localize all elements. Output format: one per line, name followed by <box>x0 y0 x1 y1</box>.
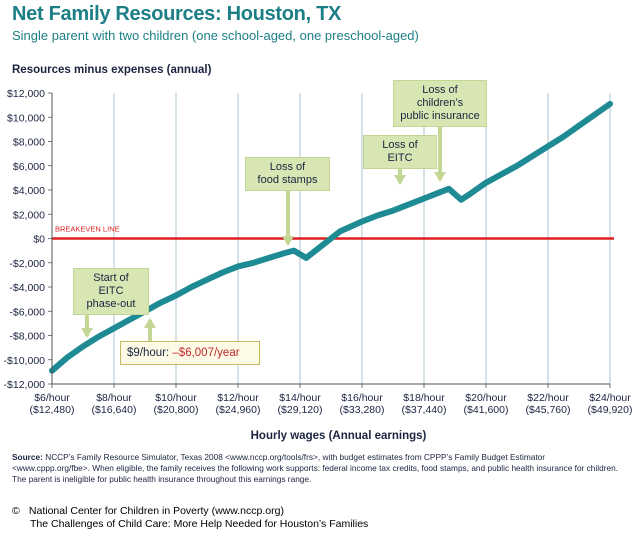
y-tick-label: -$8,000 <box>9 331 45 343</box>
footer: © National Center for Children in Povert… <box>12 505 368 531</box>
annotation-line: public insurance <box>400 110 480 122</box>
x-axis-label: Hourly wages (Annual earnings) <box>250 430 427 442</box>
x-tick-label: $16/hour <box>341 392 383 404</box>
x-tick-label: $8/hour <box>96 392 132 404</box>
x-tick-label: ($16,640) <box>92 404 137 416</box>
y-axis-label: Resources minus expenses (annual) <box>12 64 212 76</box>
x-tick-label: $12/hour <box>217 392 259 404</box>
x-tick-label: ($24,960) <box>216 404 261 416</box>
y-tick-label: $10,000 <box>7 112 45 124</box>
highlight-wage: $9/hour: <box>127 347 170 359</box>
y-tick-label: $0 <box>33 234 45 246</box>
arrow-food-stamps-head <box>282 236 294 246</box>
x-tick-label: $14/hour <box>279 392 321 404</box>
y-tick-label: $6,000 <box>13 161 45 173</box>
y-tick-label: -$2,000 <box>9 258 45 270</box>
y-tick-label: -$12,000 <box>4 379 46 391</box>
copyright-icon: © <box>12 505 20 517</box>
line-chart: $12,000 $10,000 $8,000 $6,000 $4,000 $2,000 $0… <box>4 88 633 416</box>
annotation-loss-eitc: Loss of EITC <box>363 135 437 169</box>
source-text: NCCP’s Family Resource Simulator, Texas … <box>12 452 618 484</box>
annotation-line: phase-out <box>86 298 136 310</box>
arrow-eitc-phase-out-head <box>81 328 93 338</box>
annotation-line: food stamps <box>257 174 318 186</box>
x-tick-label: $22/hour <box>527 392 569 404</box>
x-tick-label: ($49,920) <box>588 404 633 416</box>
x-tick-label: ($29,120) <box>278 404 323 416</box>
source-note: Source: NCCP’s Family Resource Simulator… <box>12 452 622 485</box>
annotation-line: Loss of children’s <box>416 84 464 109</box>
x-tick-label: ($37,440) <box>402 404 447 416</box>
x-tick-label: ($20,800) <box>154 404 199 416</box>
chart-subtitle: Single parent with two children (one sch… <box>12 28 419 43</box>
x-tick-label: $24/hour <box>589 392 631 404</box>
x-tick-label: $20/hour <box>465 392 507 404</box>
x-tick-label: ($41,600) <box>464 404 509 416</box>
highlight-value-box: $9/hour: –$6,007/year <box>120 341 260 365</box>
annotation-eitc-phase-out: Start of EITC phase-out <box>73 268 149 315</box>
x-tick-label: ($33,280) <box>340 404 385 416</box>
source-label: Source: <box>12 452 43 462</box>
y-tick-label: -$4,000 <box>9 282 45 294</box>
y-tick-label: $8,000 <box>13 137 45 149</box>
x-tick-label: $6/hour <box>34 392 70 404</box>
y-tick-label: $4,000 <box>13 185 45 197</box>
arrow-children-insurance-head <box>434 172 446 182</box>
arrow-highlight-head <box>144 318 156 328</box>
footer-line-1: National Center for Children in Poverty … <box>28 505 284 517</box>
chart-title: Net Family Resources: Houston, TX <box>12 3 342 25</box>
x-tick-label: ($45,760) <box>526 404 571 416</box>
annotation-line: Loss of <box>269 161 306 173</box>
footer-line-2: The Challenges of Child Care: More Help … <box>30 518 369 530</box>
x-tick-label: ($12,480) <box>30 404 75 416</box>
x-tick-label: $18/hour <box>403 392 445 404</box>
annotation-line: Start of EITC <box>93 272 129 297</box>
y-tick-label: -$6,000 <box>9 306 45 318</box>
y-tick-label: $2,000 <box>13 209 45 221</box>
annotation-loss-children-insurance: Loss of children’s public insurance <box>393 80 487 127</box>
annotation-loss-food-stamps: Loss of food stamps <box>245 157 330 191</box>
y-tick-label: $12,000 <box>7 88 45 100</box>
y-tick-label: -$10,000 <box>4 355 46 367</box>
x-tick-label: $10/hour <box>155 392 197 404</box>
annotation-line: Loss of EITC <box>382 139 418 164</box>
breakeven-label: BREAKEVEN LINE <box>55 225 120 234</box>
arrow-loss-eitc-head <box>394 175 406 185</box>
highlight-value: –$6,007/year <box>172 347 240 359</box>
